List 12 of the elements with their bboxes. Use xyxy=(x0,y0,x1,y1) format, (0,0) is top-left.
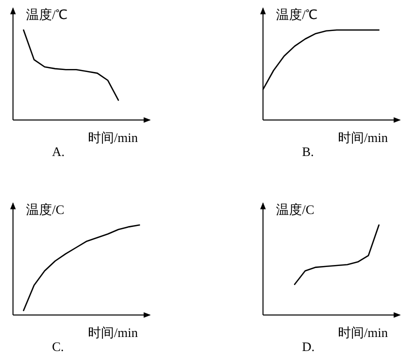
x-axis-title: 时间/min xyxy=(88,325,138,340)
text: B. xyxy=(302,144,314,159)
x-axis-title: 时间/min xyxy=(338,325,388,340)
y-axis-title: 温度/℃ xyxy=(276,7,318,22)
x-axis-title: 时间/min xyxy=(338,130,388,145)
y-axis-title: 温度/℃ xyxy=(26,7,68,22)
y-axis-title: 温度/C xyxy=(276,202,314,217)
y-axis-title: 温度/C xyxy=(26,202,64,217)
text: D. xyxy=(302,339,315,354)
x-axis-title: 时间/min xyxy=(88,130,138,145)
text: A. xyxy=(52,144,65,159)
text: C. xyxy=(52,339,64,354)
